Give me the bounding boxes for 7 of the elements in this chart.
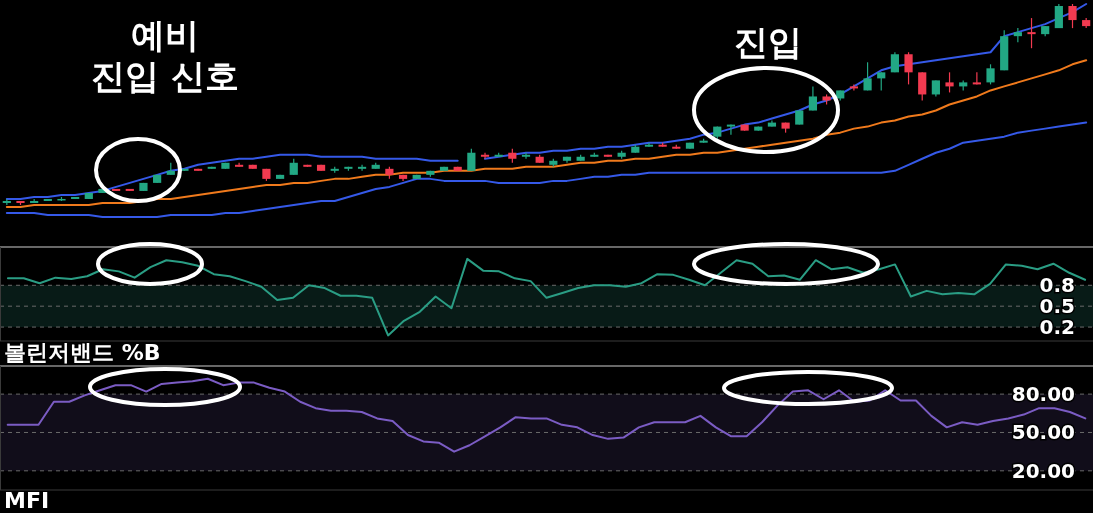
ytick: 50.00 bbox=[1011, 420, 1075, 445]
title: 볼린저밴드 %B bbox=[4, 339, 161, 365]
ytick: 20.00 bbox=[1011, 458, 1075, 483]
annotation: 진입 bbox=[734, 21, 802, 62]
ytick: 80.00 bbox=[1011, 382, 1075, 407]
title: MFI bbox=[4, 487, 50, 513]
annotation: 예비 진입 신호 bbox=[91, 14, 239, 96]
